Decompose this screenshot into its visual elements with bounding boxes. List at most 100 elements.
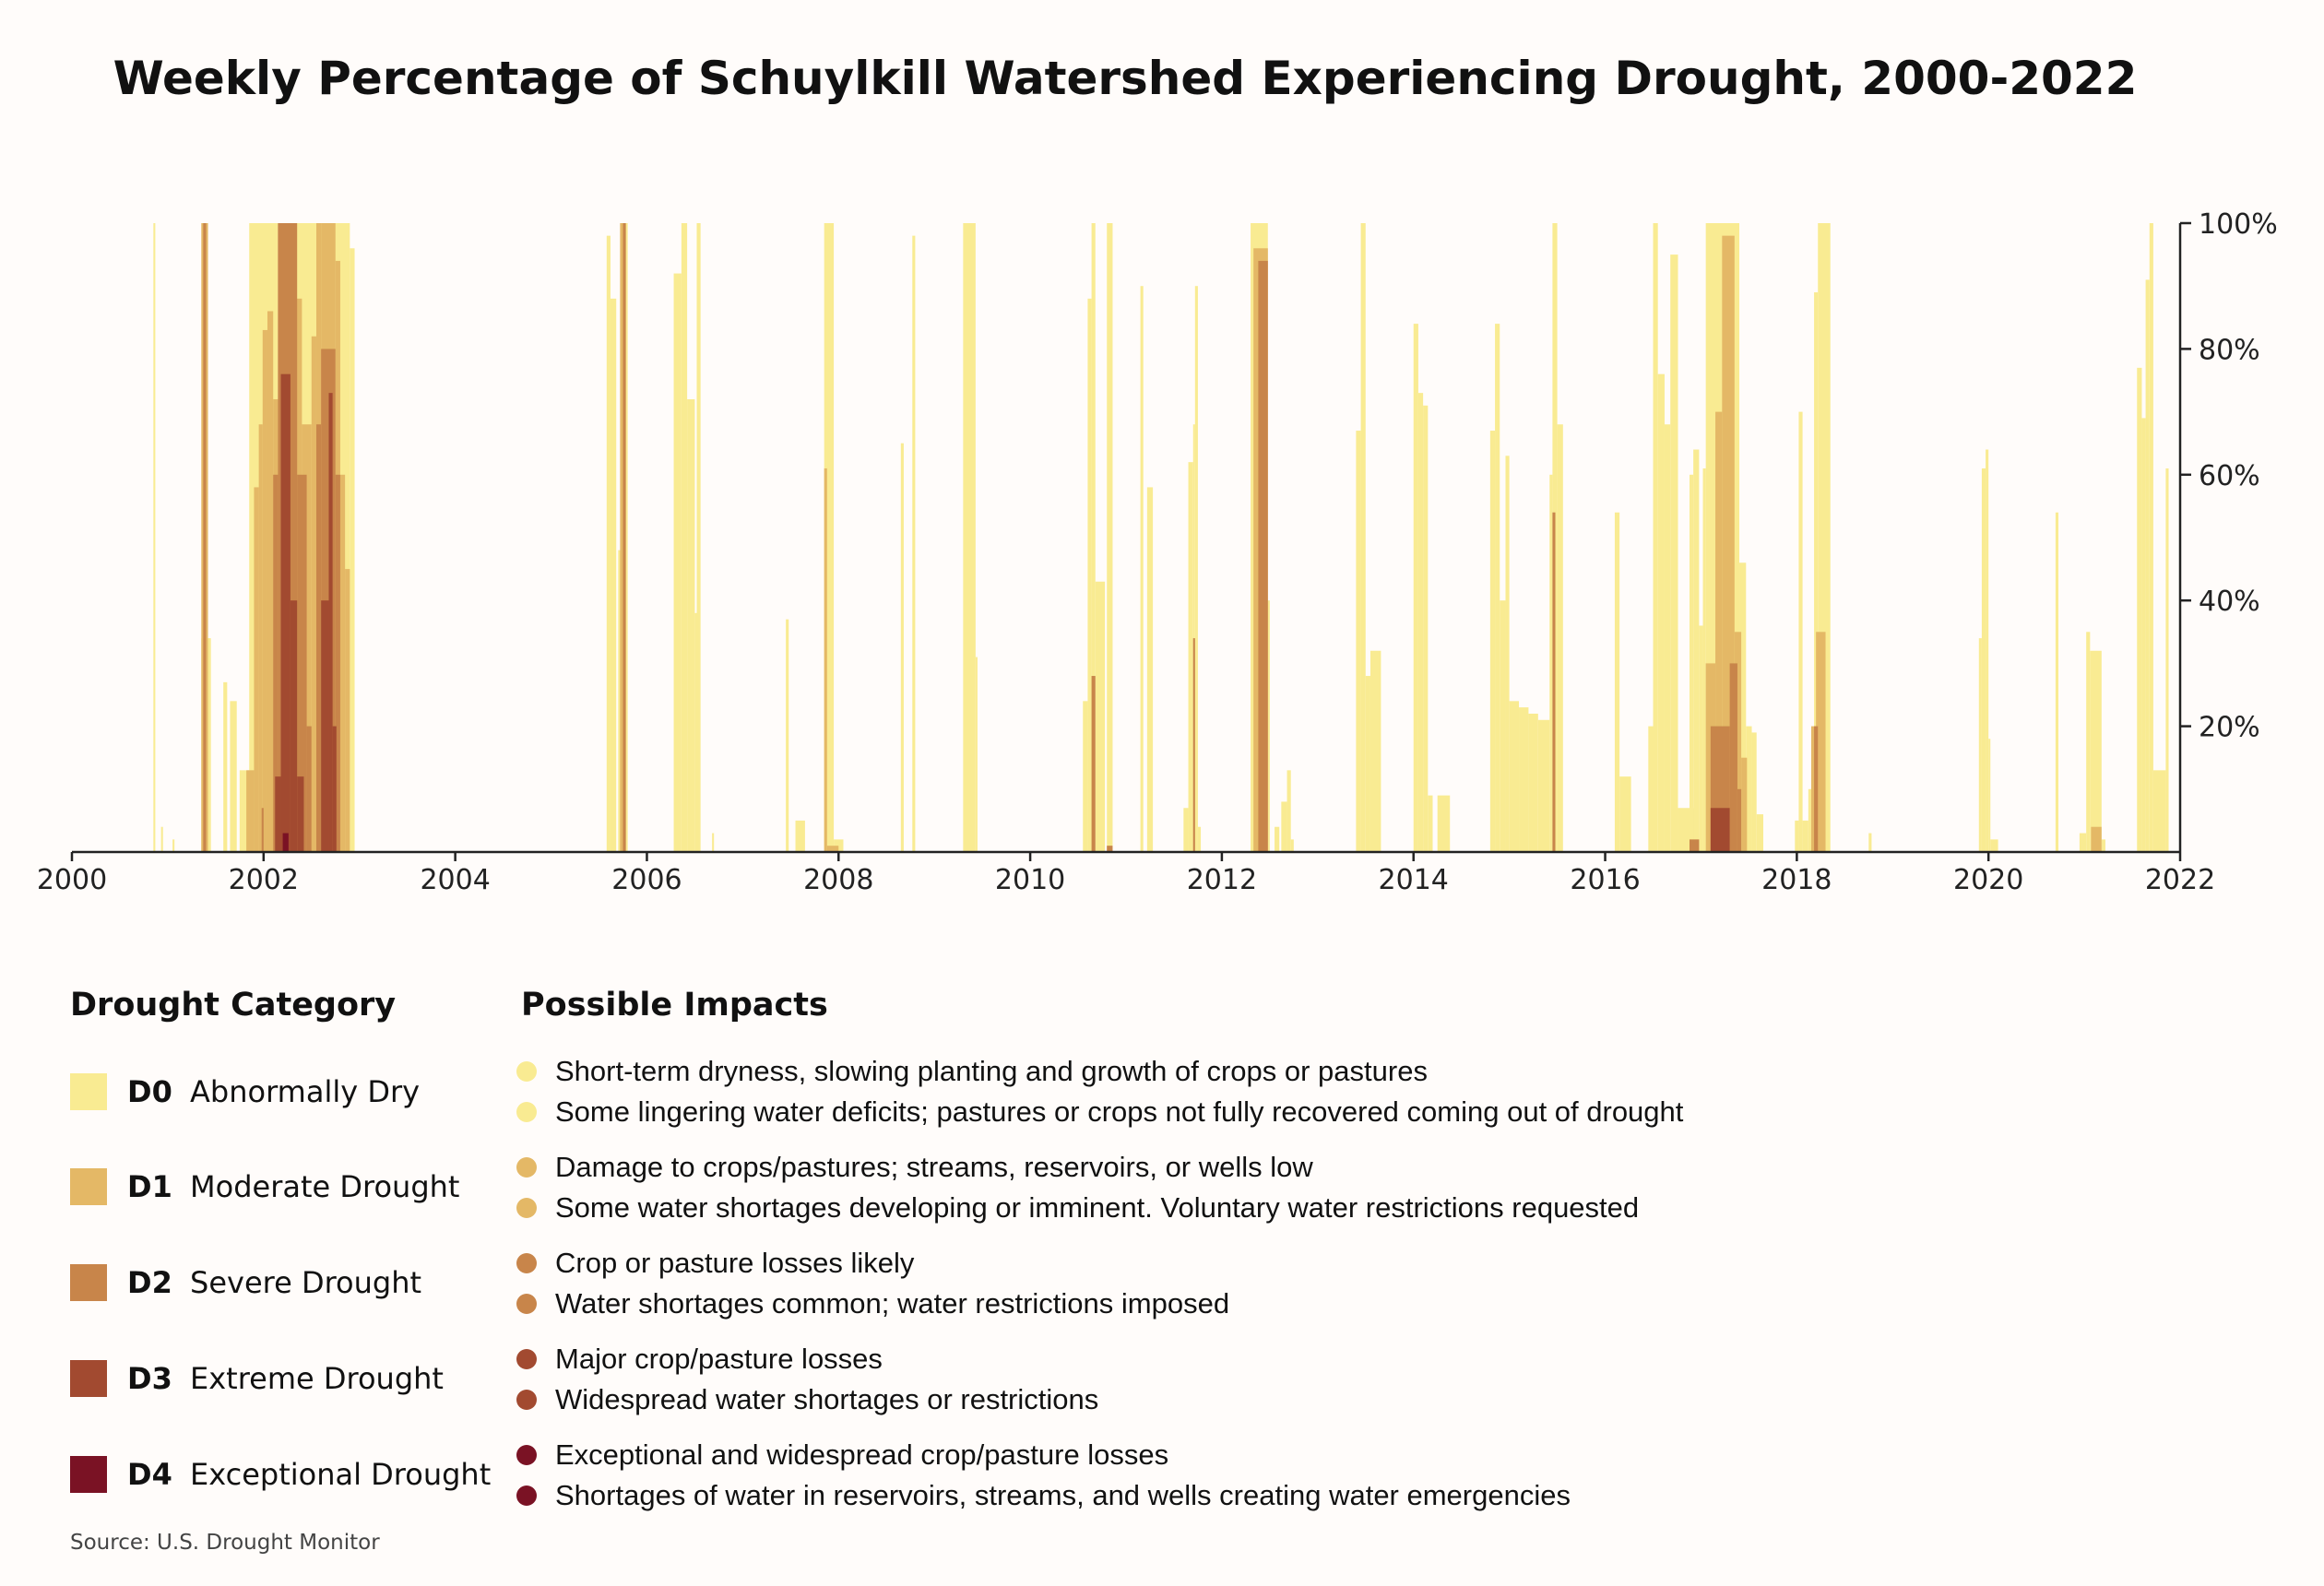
- bar-d0: [1188, 462, 1193, 852]
- bar-d1: [345, 569, 350, 852]
- legend-code: D3: [127, 1361, 172, 1396]
- bar-d1: [1741, 757, 1748, 852]
- bar-d1: [1816, 632, 1826, 852]
- legend-swatch-d2: [70, 1264, 107, 1301]
- bar-d0: [912, 235, 916, 852]
- series-d3: [275, 373, 1730, 852]
- legend-label: Abnormally Dry: [190, 1074, 421, 1109]
- impact-d0-1: Short-term dryness, slowing planting and…: [516, 1053, 1428, 1090]
- bar-d0: [1614, 512, 1620, 852]
- bar-d1: [2091, 826, 2102, 852]
- bar-d3: [328, 393, 333, 852]
- impact-dot: [516, 1485, 537, 1506]
- bar-d2: [335, 474, 340, 852]
- bar-d0: [1509, 701, 1520, 852]
- bar-d0: [350, 248, 355, 852]
- impact-dot: [516, 1253, 537, 1273]
- bar-d0: [160, 826, 163, 852]
- bar-d2: [1192, 638, 1195, 852]
- bar-d0: [1648, 726, 1654, 852]
- bar-d2: [1552, 512, 1556, 852]
- bar-d1: [1810, 726, 1817, 852]
- bar-d3: [297, 776, 304, 852]
- bar-d3: [332, 726, 337, 852]
- bar-d0: [1360, 223, 1366, 852]
- bar-d0: [712, 833, 715, 852]
- impact-d4-2: Shortages of water in reservoirs, stream…: [516, 1477, 1571, 1514]
- y-tick-label: 60%: [2199, 460, 2260, 492]
- series-d2: [203, 223, 1819, 852]
- bar-d0: [1986, 449, 1989, 852]
- bar-d0: [1699, 625, 1703, 852]
- series-d4: [282, 833, 289, 852]
- legend-label: Exceptional Drought: [190, 1457, 492, 1492]
- impact-text: Some water shortages developing or immin…: [555, 1191, 1640, 1224]
- impact-text: Widespread water shortages or restrictio…: [555, 1383, 1099, 1415]
- bar-d0: [1091, 223, 1096, 852]
- bar-d1: [824, 468, 827, 852]
- x-tick-label: 2010: [995, 864, 1065, 896]
- legend-code: D0: [127, 1074, 172, 1109]
- legend-swatch-d1: [70, 1168, 107, 1205]
- bar-d0: [1107, 223, 1113, 852]
- bar-d0: [1702, 468, 1706, 852]
- bar-d2: [1729, 663, 1737, 852]
- bar-d0: [1489, 431, 1496, 852]
- x-tick-label: 2012: [1187, 864, 1257, 896]
- impact-text: Exceptional and widespread crop/pasture …: [555, 1438, 1169, 1471]
- chart-title: Weekly Percentage of Schuylkill Watershe…: [113, 52, 2138, 105]
- x-tick-label: 2004: [420, 864, 490, 896]
- bar-d0: [1670, 254, 1678, 853]
- bar-d2: [261, 808, 264, 852]
- bar-d2: [1737, 788, 1742, 852]
- bar-d0: [1814, 292, 1819, 852]
- bar-d0: [2152, 770, 2166, 852]
- impact-text: Major crop/pasture losses: [555, 1343, 883, 1375]
- bar-d0: [1802, 820, 1808, 852]
- bar-d0: [1619, 776, 1631, 852]
- bar-d0: [1528, 713, 1538, 852]
- bar-d1: [246, 770, 255, 852]
- bar-d0: [1988, 739, 1991, 852]
- bar-d2: [203, 223, 207, 852]
- bar-d3: [275, 776, 281, 852]
- bar-d0: [1370, 650, 1381, 852]
- y-tick-label: 40%: [2199, 586, 2260, 618]
- bar-d0: [1356, 431, 1361, 852]
- bar-d0: [1428, 795, 1433, 852]
- series-d0: [153, 223, 2169, 853]
- impact-dot: [516, 1390, 537, 1410]
- bar-d0: [1437, 795, 1451, 852]
- bar-d0: [1978, 638, 1982, 852]
- bar-d0: [1751, 732, 1757, 852]
- bar-d0: [824, 223, 835, 852]
- bar-d0: [2055, 512, 2059, 852]
- impact-d2-1: Crop or pasture losses likely: [516, 1245, 914, 1282]
- bar-d0: [687, 398, 695, 852]
- bar-d0: [153, 223, 156, 852]
- legend-item-d0: D0 Abnormally Dry: [70, 1072, 420, 1111]
- bar-d0: [2145, 279, 2150, 852]
- impact-d1-2: Some water shortages developing or immin…: [516, 1190, 1639, 1226]
- bar-d0: [1557, 424, 1563, 852]
- bar-d2: [1814, 726, 1819, 852]
- impact-dot: [516, 1445, 537, 1465]
- x-tick-label: 2018: [1761, 864, 1832, 896]
- bar-d0: [610, 298, 617, 853]
- bar-d0: [2149, 223, 2153, 852]
- bar-d2: [1258, 260, 1268, 852]
- bar-d0: [975, 657, 978, 852]
- bar-d2: [1689, 839, 1700, 852]
- impact-dot: [516, 1157, 537, 1178]
- bar-d0: [1798, 411, 1803, 852]
- legend-item-d3: D3 Extreme Drought: [70, 1359, 444, 1398]
- drought-chart: 2000 2002 2004 2006 2008 2010 2012 2014 2016 2018…: [37, 208, 2278, 896]
- bar-d3: [280, 373, 290, 852]
- bar-d0: [2141, 418, 2146, 852]
- bar-d0: [673, 273, 682, 852]
- impact-d3-2: Widespread water shortages or restrictio…: [516, 1381, 1098, 1418]
- bar-d0: [696, 223, 701, 852]
- drought-bars: [153, 223, 2169, 853]
- legend-swatch-d4: [70, 1456, 107, 1493]
- bar-d0: [230, 701, 237, 852]
